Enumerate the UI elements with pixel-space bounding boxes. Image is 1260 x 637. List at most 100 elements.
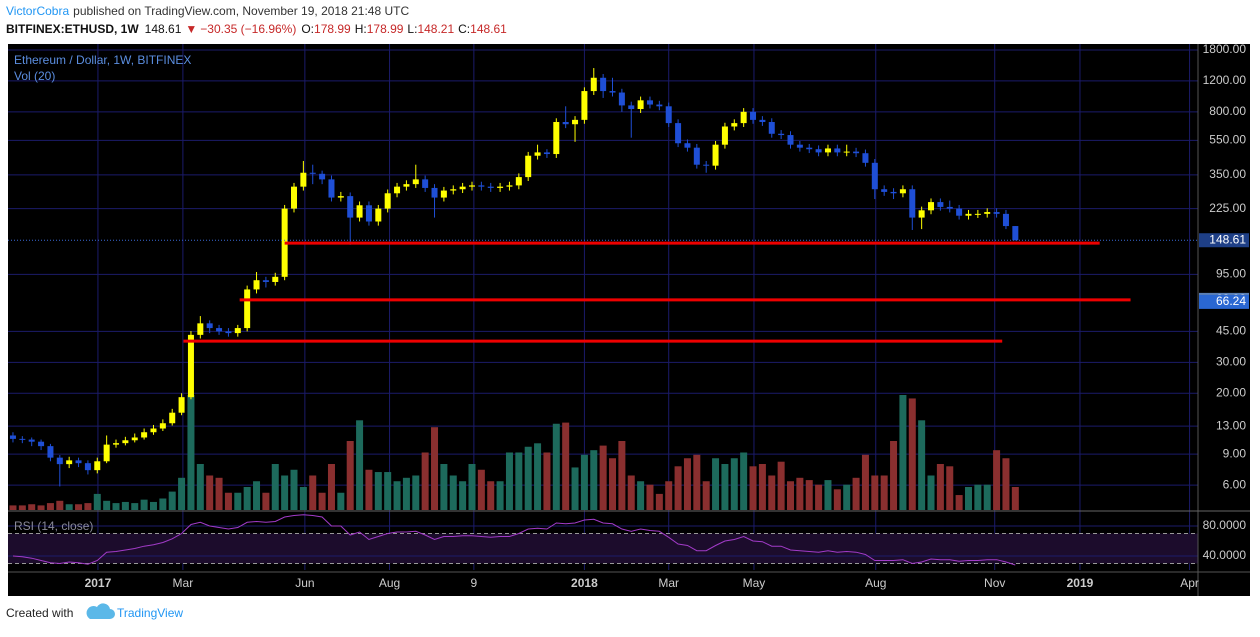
volume-bar	[721, 464, 729, 510]
y-tick-label: 20.00	[1216, 385, 1246, 399]
volume-bar	[618, 441, 626, 510]
candle-body	[412, 179, 419, 185]
candle-body	[497, 186, 504, 188]
candle-body	[38, 441, 45, 447]
candle-body	[487, 186, 494, 188]
volume-bar	[590, 450, 598, 510]
volume-bar	[84, 503, 92, 510]
candle-body	[131, 437, 138, 441]
candle-body	[75, 460, 82, 464]
x-tick-label: Mar	[658, 576, 679, 590]
y-tick-label: 95.00	[1216, 267, 1246, 281]
volume-bar	[534, 443, 542, 510]
candle-body	[637, 100, 644, 110]
x-tick-label: Jun	[295, 576, 314, 590]
candle-body	[347, 196, 354, 218]
candle-body	[618, 92, 625, 106]
volume-bar	[1011, 487, 1019, 510]
volume-bar	[693, 454, 701, 510]
volume-bar	[918, 420, 926, 510]
volume-bar	[93, 493, 101, 510]
x-tick-label: Nov	[984, 576, 1005, 590]
candle-body	[103, 444, 110, 462]
y-tick-label: 550.00	[1209, 133, 1246, 147]
volume-bar	[140, 499, 148, 510]
author[interactable]: VictorCobra	[6, 4, 69, 18]
y-tick-label: 800.00	[1209, 104, 1246, 118]
candle-body	[394, 186, 401, 194]
candle-body	[984, 212, 991, 214]
volume-bar	[890, 441, 898, 510]
brand-logo[interactable]	[86, 603, 115, 619]
candle-body	[600, 77, 607, 92]
candle-body	[787, 135, 794, 145]
candle-body	[750, 111, 757, 120]
chart-title: Ethereum / Dollar, 1W, BITFINEX	[14, 53, 191, 67]
candle-body	[899, 189, 906, 194]
candle-body	[506, 185, 513, 187]
candle-body	[928, 202, 935, 211]
volume-bar	[346, 441, 354, 510]
volume-bar	[384, 472, 392, 510]
volume-bar	[9, 505, 17, 510]
volume-bar	[796, 477, 804, 510]
ohlc-label: L:	[407, 22, 417, 36]
candle-body	[665, 106, 672, 124]
candle-body	[319, 173, 326, 180]
volume-bar	[609, 458, 617, 510]
candle-body	[712, 144, 719, 166]
arrow: ▼	[185, 22, 197, 36]
ohlc-value: 178.99	[367, 22, 404, 36]
candle-body	[66, 460, 73, 465]
candle-body	[693, 147, 700, 165]
volume-bar	[431, 427, 439, 510]
volume-bar	[955, 495, 963, 510]
volume-bar	[712, 458, 720, 510]
candle-body	[328, 179, 335, 198]
candle-body	[534, 152, 541, 156]
candle-body	[169, 412, 176, 424]
candle-body	[225, 331, 232, 334]
candle-body	[365, 205, 372, 222]
candle-body	[909, 189, 916, 218]
volume-bar	[730, 458, 738, 510]
volume-bar	[103, 500, 111, 510]
volume-bar	[599, 445, 607, 510]
candle-body	[796, 144, 803, 148]
candle-body	[56, 457, 63, 465]
y-tick-label: 30.00	[1216, 354, 1246, 368]
ohlc-label: O:	[301, 22, 314, 36]
footer-brand[interactable]: TradingView	[117, 606, 183, 620]
candle-body	[178, 397, 185, 413]
x-tick-label: Aug	[379, 576, 400, 590]
candle-body	[94, 461, 101, 471]
volume-bar	[777, 461, 785, 510]
volume-bar	[815, 484, 823, 510]
volume-bar	[393, 481, 401, 510]
volume-bar	[412, 475, 420, 510]
volume-bar	[768, 475, 776, 510]
volume-bar	[665, 481, 673, 510]
x-tick-label: May	[743, 576, 766, 590]
volume-bar	[543, 452, 551, 510]
candle-body	[272, 276, 279, 282]
volume-bar	[758, 464, 766, 510]
volume-bar	[871, 475, 879, 510]
volume-bar	[262, 492, 270, 510]
ohlc-value: 148.61	[470, 22, 507, 36]
volume-bar	[281, 475, 289, 510]
candle-body	[862, 153, 869, 163]
volume-bar	[908, 398, 916, 510]
x-tick-label: Aug	[865, 576, 886, 590]
candle-body	[216, 328, 223, 332]
volume-bar	[562, 422, 570, 510]
volume-bar	[824, 480, 832, 510]
change: −30.35 (−16.96%)	[200, 22, 296, 36]
volume-bar	[496, 481, 504, 510]
candle-body	[703, 164, 710, 166]
candle-body	[384, 193, 391, 209]
volume-bar	[833, 489, 841, 510]
volume-bar	[215, 477, 223, 510]
volume-bar	[271, 464, 279, 510]
candle-body	[234, 328, 241, 334]
